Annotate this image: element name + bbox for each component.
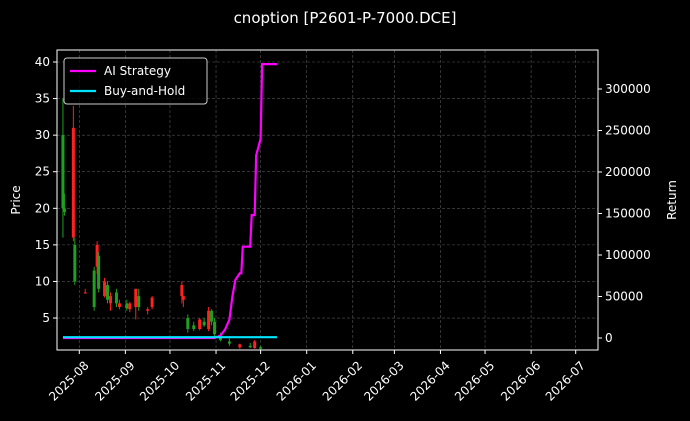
candle-body — [207, 310, 211, 330]
legend-label: AI Strategy — [104, 64, 171, 78]
candle-body — [125, 303, 129, 309]
y-tick-label: 20 — [35, 201, 50, 215]
y2-tick-label: 250000 — [605, 123, 651, 137]
candle-body — [97, 255, 101, 289]
plot-frame — [56, 49, 599, 351]
candle-body — [103, 281, 107, 297]
candle-body — [181, 296, 185, 300]
candle-body — [92, 270, 96, 308]
candle-body — [128, 303, 132, 310]
candle-body — [213, 321, 217, 335]
y2-tick-label: 200000 — [605, 165, 651, 179]
y2-tick-label: 300000 — [605, 82, 651, 96]
candle-body — [83, 292, 87, 294]
y-tick-label: 5 — [42, 311, 50, 325]
y-tick-label: 15 — [35, 238, 50, 252]
y2-tick-label: 50000 — [605, 289, 643, 303]
y2-axis-label: Return — [665, 180, 679, 220]
candle-body — [238, 344, 242, 348]
y2-tick-label: 150000 — [605, 206, 651, 220]
candle-body — [61, 135, 65, 209]
candle-body — [248, 345, 252, 348]
candle-body — [192, 325, 196, 330]
candle-body — [134, 288, 138, 308]
candle-body — [180, 285, 184, 297]
candle-body — [106, 285, 110, 300]
y-tick-label: 40 — [35, 55, 50, 69]
candle-body — [117, 303, 121, 308]
y-tick-label: 10 — [35, 274, 50, 288]
candle-body — [210, 310, 214, 322]
plot-area — [61, 63, 277, 350]
y2-tick-label: 0 — [605, 331, 613, 345]
y-tick-label: 30 — [35, 128, 50, 142]
candle-body — [71, 127, 75, 238]
candle-body — [146, 309, 150, 311]
candle-body — [137, 296, 141, 308]
y-tick-label: 25 — [35, 165, 50, 179]
candle-body — [259, 347, 263, 349]
candle-body — [198, 319, 202, 330]
legend-label: Buy-and-Hold — [104, 84, 185, 98]
legend-box — [63, 57, 208, 105]
y-axis-label: Price — [9, 185, 23, 214]
candle-body — [73, 244, 77, 282]
y2-tick-label: 100000 — [605, 248, 651, 262]
y-tick-label: 35 — [35, 92, 50, 106]
candle-body — [114, 292, 118, 304]
chart-title: cnoption [P2601-P-7000.DCE] — [234, 9, 457, 27]
candle-body — [62, 208, 66, 212]
candle-body — [109, 296, 113, 304]
candle-body — [227, 341, 231, 344]
series-line — [62, 63, 277, 340]
candle-body — [202, 321, 206, 326]
candle-body — [150, 297, 154, 308]
candle-body — [253, 341, 257, 349]
candle-body — [186, 318, 190, 330]
